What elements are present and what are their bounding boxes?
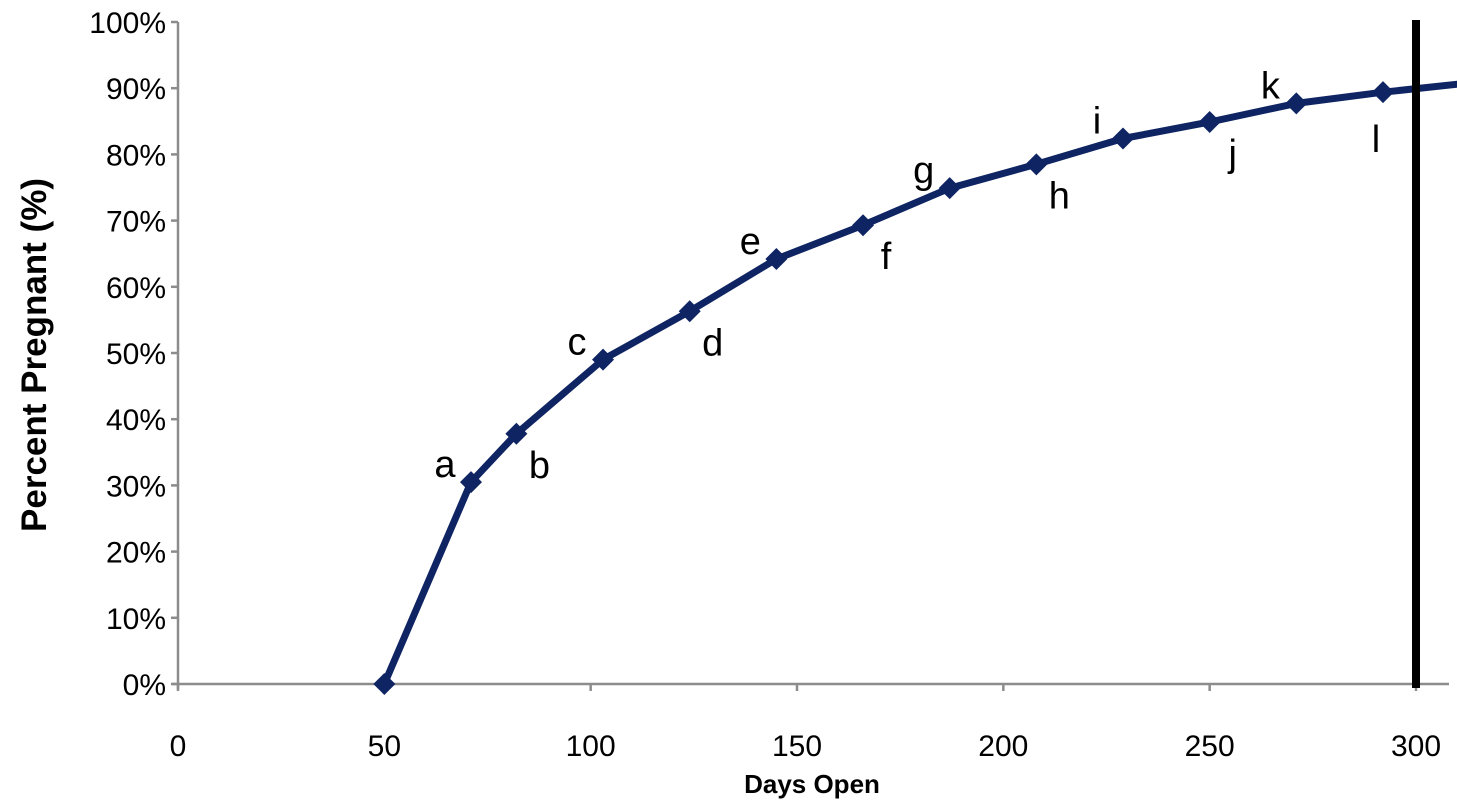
data-point-marker	[1371, 81, 1394, 104]
data-point-marker	[938, 177, 961, 200]
data-point-marker	[1198, 110, 1221, 133]
x-tick-label: 200	[978, 730, 1028, 763]
x-tick-label: 0	[170, 730, 187, 763]
data-point-marker	[592, 348, 615, 371]
data-point-marker	[852, 214, 875, 237]
y-tick-label: 60%	[106, 272, 166, 305]
series-line	[381, 80, 1457, 686]
point-label: i	[1093, 101, 1101, 143]
x-tick-label: 150	[772, 730, 822, 763]
x-axis-title: Days Open	[744, 769, 880, 799]
y-tick-label: 0%	[123, 669, 166, 702]
data-point-marker	[1025, 153, 1048, 176]
point-label: j	[1227, 133, 1236, 175]
y-tick-label: 50%	[106, 338, 166, 371]
point-label: h	[1049, 175, 1070, 217]
x-tick-label: 50	[368, 730, 401, 763]
data-point-marker	[765, 247, 788, 270]
y-tick-label: 80%	[106, 139, 166, 172]
y-tick-label: 10%	[106, 603, 166, 636]
series-layer	[373, 80, 1457, 695]
point-labels: a b c d e f g hi jk l	[434, 65, 1380, 486]
data-point-marker	[1112, 127, 1135, 150]
point-label: d	[702, 322, 723, 364]
point-label: g	[913, 150, 934, 192]
y-tick-label: 100%	[89, 7, 166, 40]
data-point-marker	[1285, 92, 1308, 115]
y-tick-label: 90%	[106, 73, 166, 106]
data-point-marker	[459, 471, 482, 494]
data-point-marker	[505, 422, 528, 445]
point-label: f	[881, 236, 892, 278]
point-label: c	[568, 322, 587, 364]
x-tick-label: 100	[566, 730, 616, 763]
y-axis-title: Percent Pregnant (%)	[15, 178, 54, 532]
point-label: e	[740, 221, 761, 263]
data-point-marker	[373, 673, 396, 695]
point-label: l	[1372, 119, 1380, 161]
y-tick-label: 20%	[106, 537, 166, 570]
point-label: b	[529, 445, 550, 487]
y-tick-label: 70%	[106, 206, 166, 239]
axes: 0% 10% 20% 30% 40% 50% 60% 70% 80% 90% 100% 0 50 100 1…	[89, 7, 1449, 763]
point-label: a	[434, 444, 456, 486]
y-tick-label: 30%	[106, 470, 166, 503]
x-tick-label: 300	[1391, 730, 1441, 763]
x-tick-label: 250	[1185, 730, 1235, 763]
data-point-marker	[678, 300, 701, 323]
point-label: k	[1261, 65, 1281, 107]
y-tick-label: 40%	[106, 404, 166, 437]
